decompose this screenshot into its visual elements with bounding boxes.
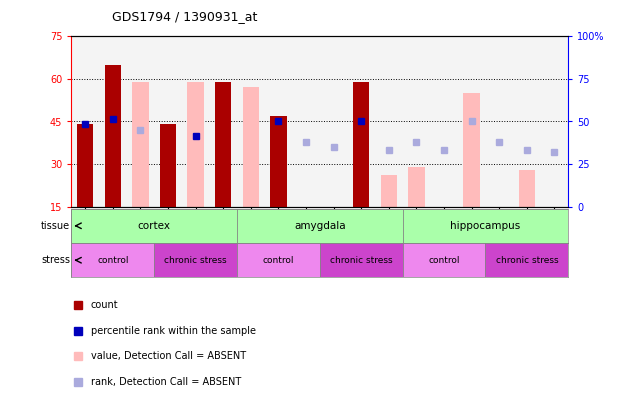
Bar [209,36,237,207]
Bar [402,36,430,207]
Bar [375,36,402,207]
Bar [347,36,375,207]
Bar [160,124,176,207]
Bar [237,36,265,207]
Bar [132,82,148,207]
Text: control: control [263,256,294,265]
Bar [486,36,513,207]
Bar [519,170,535,207]
Bar [71,36,99,207]
Bar [265,36,292,207]
Text: control: control [428,256,460,265]
Bar [458,36,486,207]
Bar [292,36,320,207]
Text: value, Detection Call = ABSENT: value, Detection Call = ABSENT [91,352,246,361]
Text: count: count [91,301,119,310]
Bar [104,65,121,207]
Bar [353,82,369,207]
Text: percentile rank within the sample: percentile rank within the sample [91,326,256,336]
Bar [320,243,402,277]
Bar [463,93,480,207]
Bar [243,87,259,207]
Bar [99,36,127,207]
Bar [381,175,397,207]
Text: chronic stress: chronic stress [330,256,392,265]
Text: GDS1794 / 1390931_at: GDS1794 / 1390931_at [112,10,257,23]
Bar [430,36,458,207]
Bar [402,243,486,277]
Bar [71,243,154,277]
Bar [320,36,347,207]
Bar [541,36,568,207]
Bar [402,209,568,243]
Bar [77,124,94,207]
Bar [408,167,425,207]
Bar [127,36,154,207]
Text: chronic stress: chronic stress [165,256,227,265]
Text: stress: stress [41,255,70,265]
Bar [486,243,568,277]
Bar [237,243,320,277]
Bar [154,36,182,207]
Text: hippocampus: hippocampus [450,221,520,231]
Bar [237,209,402,243]
Bar [513,36,541,207]
Bar [182,36,209,207]
Text: chronic stress: chronic stress [496,256,558,265]
Bar [270,116,287,207]
Text: control: control [97,256,129,265]
Text: amygdala: amygdala [294,221,346,231]
Text: tissue: tissue [41,221,70,231]
Bar [215,82,232,207]
Text: rank, Detection Call = ABSENT: rank, Detection Call = ABSENT [91,377,241,387]
Text: cortex: cortex [138,221,171,231]
Bar [154,243,237,277]
Bar [71,209,237,243]
Bar [188,82,204,207]
